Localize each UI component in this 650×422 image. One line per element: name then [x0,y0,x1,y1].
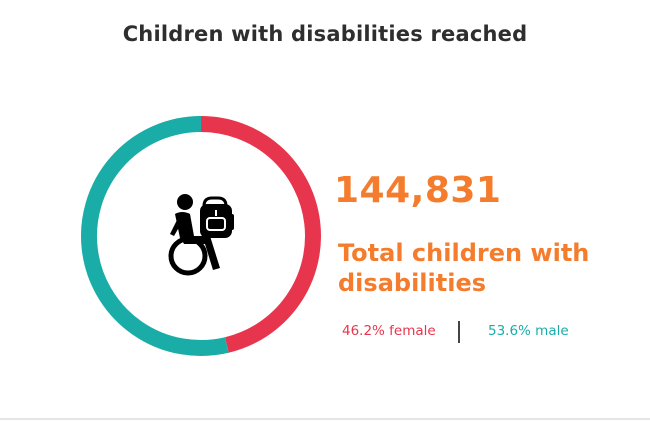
total-label: Total children with disabilities [338,239,590,297]
donut-chart [81,116,321,356]
female-percentage: 46.2% female [342,323,436,339]
bottom-divider [0,418,650,420]
backpack-icon [200,196,234,238]
chart-title: Children with disabilities reached [122,22,528,46]
total-count: 144,831 [334,170,502,211]
wheelchair-student-icon [168,194,234,276]
donut-segment-female [200,116,321,353]
male-percentage: 53.6% male [488,323,569,339]
donut-segment-male [81,116,229,356]
stat-divider [458,321,460,343]
